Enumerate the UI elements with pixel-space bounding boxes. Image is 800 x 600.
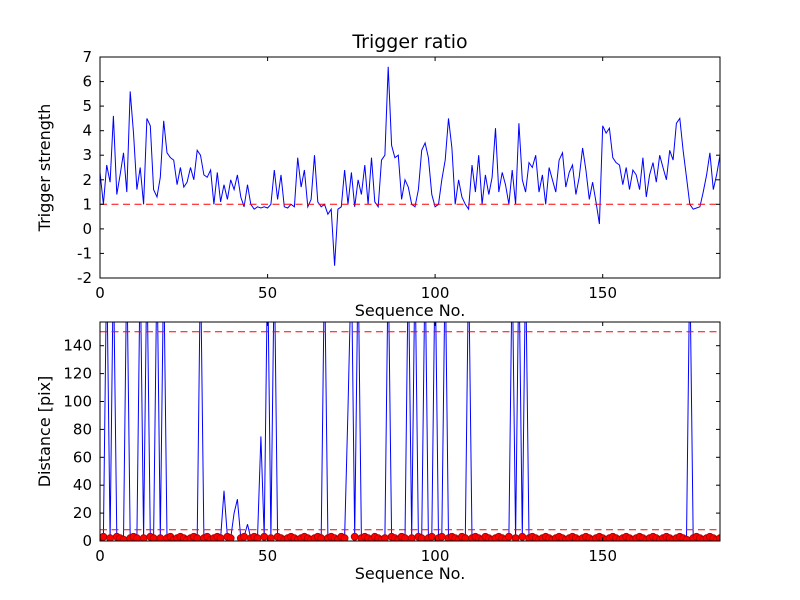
y-tick-label: 4 — [82, 122, 92, 140]
data-point-marker — [100, 532, 108, 541]
y-tick-label: 7 — [82, 48, 92, 66]
x-tick-label: 0 — [95, 284, 105, 302]
y-tick-label: 6 — [82, 73, 92, 91]
x-tick-label: 100 — [421, 547, 450, 565]
y-tick-label: 100 — [63, 393, 92, 411]
y-tick-label: 0 — [82, 532, 92, 550]
x-tick-label: 100 — [421, 284, 450, 302]
data-point-marker — [350, 532, 359, 541]
distance-plot: 0 50 100 150 0 20 40 60 80 100 120 140 — [63, 321, 721, 565]
x-tick-label: 0 — [95, 547, 105, 565]
axes-border — [99, 56, 721, 279]
y-tick-label: 60 — [73, 448, 92, 466]
axis-ticks: 0 50 100 150 -2 -1 0 1 2 3 4 5 6 7 — [77, 48, 720, 302]
series-line — [100, 66, 720, 266]
plot-area — [100, 66, 720, 266]
data-point-marker — [437, 532, 446, 541]
axis-ticks: 0 50 100 150 0 20 40 60 80 100 120 140 — [63, 322, 720, 565]
y-tick-label: 5 — [82, 97, 92, 115]
data-point-marker — [119, 535, 128, 541]
y-tick-label: -1 — [77, 244, 92, 262]
data-point-marker — [427, 532, 436, 541]
trigger-strength-plot: 0 50 100 150 -2 -1 0 1 2 3 4 5 6 7 — [77, 48, 721, 302]
chart-title: Trigger ratio — [351, 31, 467, 53]
y-tick-label: 20 — [73, 504, 92, 522]
y-tick-label: 3 — [82, 146, 92, 164]
x-tick-label: 150 — [588, 284, 617, 302]
data-point-marker — [716, 534, 720, 541]
y-tick-label: 0 — [82, 220, 92, 238]
bottom-x-axis-label: Sequence No. — [355, 564, 466, 583]
bottom-y-axis-label: Distance [pix] — [35, 376, 54, 488]
data-point-marker — [226, 534, 235, 541]
data-point-marker — [260, 532, 269, 541]
top-x-axis-label: Sequence No. — [355, 301, 466, 320]
y-tick-label: 2 — [82, 171, 92, 189]
data-point-marker — [682, 535, 691, 541]
x-tick-label: 150 — [588, 547, 617, 565]
y-tick-label: -2 — [77, 269, 92, 287]
axes-border — [99, 321, 721, 542]
plot-area — [100, 322, 720, 541]
x-tick-label: 50 — [258, 284, 277, 302]
y-tick-label: 80 — [73, 420, 92, 438]
data-point-marker — [340, 534, 349, 541]
y-tick-label: 40 — [73, 476, 92, 494]
data-point-marker — [504, 532, 513, 541]
top-y-axis-label: Trigger strength — [35, 104, 54, 233]
y-tick-label: 1 — [82, 195, 92, 213]
data-point-marker — [518, 532, 527, 541]
y-tick-label: 140 — [63, 337, 92, 355]
y-tick-label: 120 — [63, 365, 92, 383]
x-tick-label: 50 — [258, 547, 277, 565]
data-point-marker — [240, 532, 249, 541]
